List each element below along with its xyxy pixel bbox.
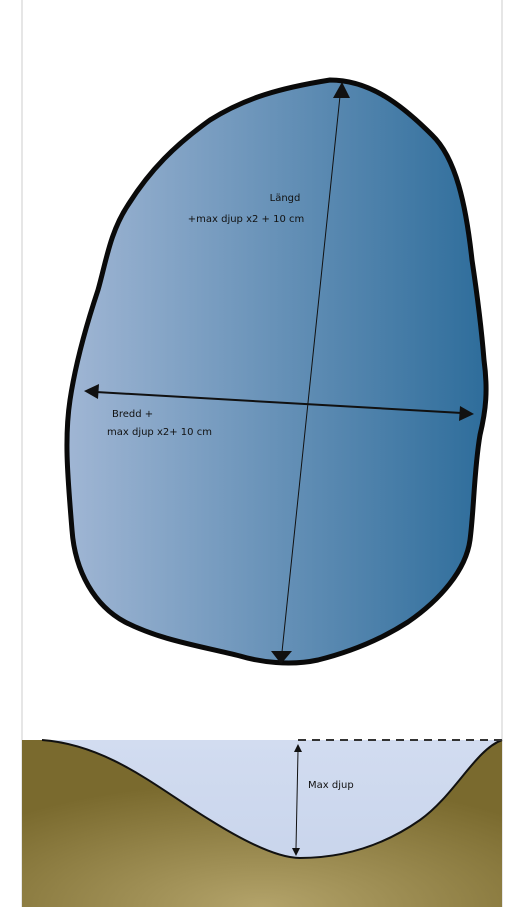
depth-arrow-head-top (294, 744, 302, 752)
width-arrow-head-right (459, 406, 474, 421)
cross-section-soil (22, 740, 502, 907)
cross-section-bed-outline (41, 739, 503, 860)
length-arrow-head-bottom (271, 651, 292, 664)
width-label-line1: Bredd + (112, 409, 153, 420)
cross-section-water (42, 740, 502, 858)
pond-top-view-shape (64, 77, 489, 666)
length-arrow-line (281, 95, 341, 653)
depth-arrow-line (295, 750, 299, 849)
length-label-line2: +max djup x2 + 10 cm (188, 214, 305, 225)
width-arrow-head-left (84, 384, 99, 399)
depth-arrow-head-bottom (292, 848, 300, 856)
cross-section: Max djup (22, 739, 503, 907)
width-arrow-line (95, 391, 463, 414)
length-label-line1: Längd (270, 193, 301, 204)
width-label-line2: max djup x2+ 10 cm (107, 427, 212, 438)
depth-label: Max djup (308, 780, 354, 791)
length-arrow-head-top (333, 82, 350, 98)
